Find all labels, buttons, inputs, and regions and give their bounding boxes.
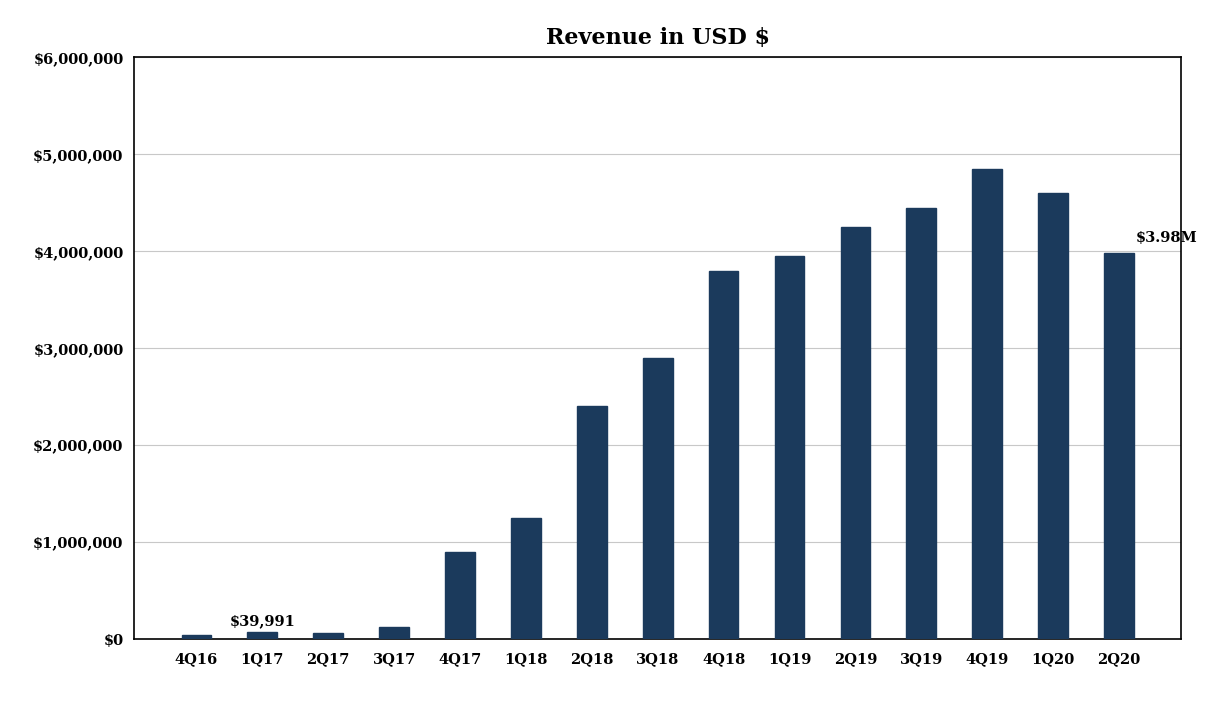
- Bar: [446, 551, 475, 639]
- Bar: [247, 632, 278, 639]
- Text: $3.98M: $3.98M: [1135, 230, 1197, 245]
- Bar: [313, 633, 343, 639]
- Bar: [775, 256, 804, 639]
- Bar: [906, 208, 937, 639]
- Bar: [709, 271, 738, 639]
- Title: Revenue in USD $: Revenue in USD $: [546, 27, 770, 49]
- Bar: [181, 635, 211, 639]
- Bar: [577, 406, 607, 639]
- Bar: [1105, 253, 1134, 639]
- Text: $39,991: $39,991: [229, 615, 295, 628]
- Bar: [643, 358, 672, 639]
- Bar: [512, 518, 541, 639]
- Bar: [379, 628, 409, 639]
- Bar: [840, 227, 870, 639]
- Bar: [1038, 193, 1068, 639]
- Bar: [972, 169, 1002, 639]
